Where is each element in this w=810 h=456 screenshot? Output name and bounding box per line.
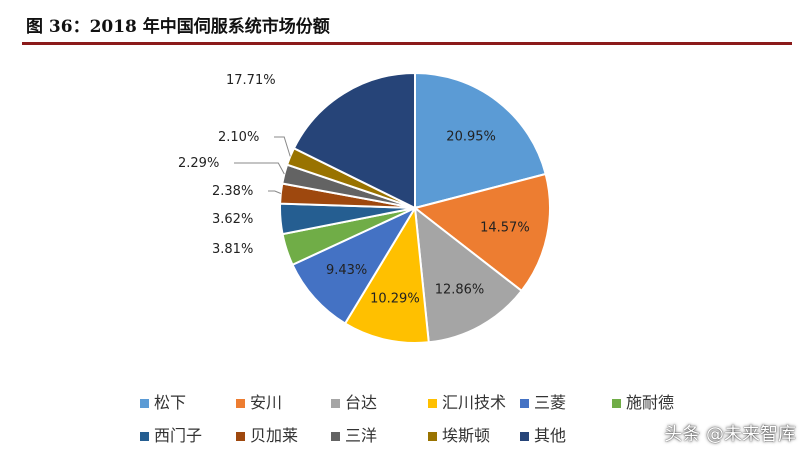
legend-swatch-1 bbox=[140, 399, 149, 408]
pie-slice-4 bbox=[343, 204, 430, 344]
legend-label-3: 台达 bbox=[345, 393, 377, 412]
legend-swatch-10 bbox=[428, 432, 437, 441]
legend-swatch-4 bbox=[428, 399, 437, 408]
legend-label-10: 埃斯顿 bbox=[442, 426, 490, 445]
legend-label-9: 三洋 bbox=[345, 426, 377, 445]
slice-label-10: 2.10% bbox=[218, 130, 259, 145]
pie-slice-2 bbox=[412, 172, 551, 293]
pie-slices bbox=[279, 71, 551, 344]
slice-label-9: 2.29% bbox=[178, 156, 219, 171]
legend-swatch-6 bbox=[612, 399, 621, 408]
leader-line-10 bbox=[274, 136, 291, 157]
legend-swatch-2 bbox=[236, 399, 245, 408]
slice-label-3: 12.86% bbox=[435, 282, 485, 297]
leader-lines bbox=[234, 136, 291, 194]
leader-line-8 bbox=[268, 190, 281, 194]
legend-swatch-5 bbox=[520, 399, 529, 408]
slice-labels: 20.95% 14.57% 12.86% 10.29%9.43% 3.81% 3.62% 2… bbox=[178, 73, 530, 307]
slice-label-6: 3.81% bbox=[212, 242, 253, 257]
pie-slice-1 bbox=[414, 71, 547, 210]
slice-label-5: 9.43% bbox=[326, 263, 367, 278]
watermark: 头条 @未来智库 bbox=[664, 424, 796, 445]
legend-label-7: 西门子 bbox=[154, 426, 202, 445]
legend-swatch-7 bbox=[140, 432, 149, 441]
slice-label-8: 2.38% bbox=[212, 184, 253, 199]
pie-slice-5 bbox=[291, 205, 418, 325]
slice-label-1: 20.95% bbox=[446, 129, 496, 144]
legend-label-8: 贝加莱 bbox=[250, 426, 298, 445]
legend-label-4: 汇川技术 bbox=[442, 393, 506, 412]
legend-label-11: 其他 bbox=[534, 426, 566, 445]
slice-label-4: 10.29% bbox=[370, 292, 420, 307]
pie-slice-3 bbox=[413, 205, 523, 344]
slice-label-11: 17.71% bbox=[226, 73, 276, 88]
slice-label-7: 3.62% bbox=[212, 212, 253, 227]
legend-label-1: 松下 bbox=[154, 393, 186, 412]
slice-label-2: 14.57% bbox=[480, 221, 530, 236]
legend-swatch-9 bbox=[331, 432, 340, 441]
figure-title: 图 36：2018 年中国伺服系统市场份额 bbox=[26, 17, 330, 37]
legend-swatch-3 bbox=[331, 399, 340, 408]
leader-line-9 bbox=[234, 162, 285, 175]
legend-label-2: 安川 bbox=[250, 393, 282, 412]
title-rule bbox=[22, 42, 792, 45]
legend-swatch-8 bbox=[236, 432, 245, 441]
legend-label-5: 三菱 bbox=[534, 393, 566, 412]
legend-label-6: 施耐德 bbox=[626, 393, 674, 412]
pie-slice-11 bbox=[292, 71, 416, 210]
legend-swatch-11 bbox=[520, 432, 529, 441]
